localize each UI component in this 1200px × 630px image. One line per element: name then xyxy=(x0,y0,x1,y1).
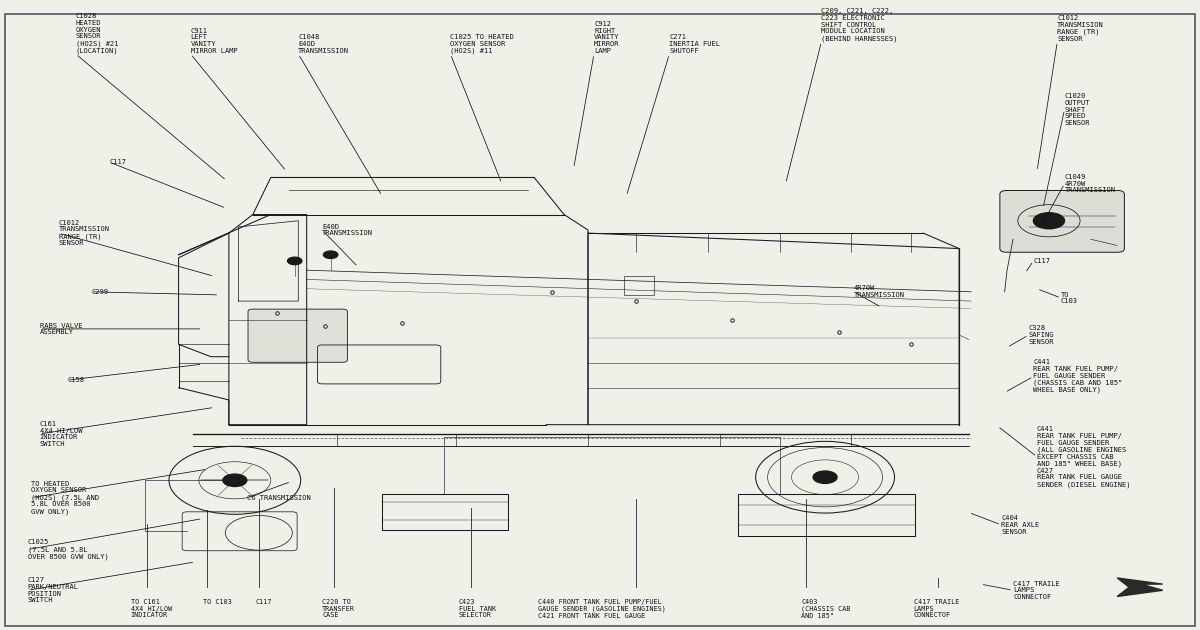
Text: C271
INERTIA FUEL
SHUTOFF: C271 INERTIA FUEL SHUTOFF xyxy=(670,35,720,54)
Bar xyxy=(738,494,914,536)
Circle shape xyxy=(223,474,247,486)
Text: C6 TRANSMISSION: C6 TRANSMISSION xyxy=(247,495,311,501)
FancyBboxPatch shape xyxy=(1000,190,1124,252)
Text: C1012
TRANSMISSION
RANGE (TR)
SENSOR: C1012 TRANSMISSION RANGE (TR) SENSOR xyxy=(59,220,110,246)
Text: C209, C221, C222,
C223 ELECTRONIC
SHIFT CONTROL
MODULE LOCATION
(BEHIND HARNESSE: C209, C221, C222, C223 ELECTRONIC SHIFT … xyxy=(822,8,898,42)
Text: C417 TRAILE
LAMPS
CONNECTOF: C417 TRAILE LAMPS CONNECTOF xyxy=(913,599,959,619)
Text: C441
REAR TANK FUEL PUMP/
FUEL GAUGE SENDER
(CHASSIS CAB AND 185"
WHEEL BASE ONL: C441 REAR TANK FUEL PUMP/ FUEL GAUGE SEN… xyxy=(1033,360,1123,394)
Bar xyxy=(624,277,654,295)
Text: TO C103: TO C103 xyxy=(203,599,232,605)
Text: C911
LEFT
VANITY
MIRROR LAMP: C911 LEFT VANITY MIRROR LAMP xyxy=(191,28,238,54)
Text: C423
FUEL TANK
SELECTOR: C423 FUEL TANK SELECTOR xyxy=(458,599,496,619)
Circle shape xyxy=(324,251,338,258)
Text: C220 TO
TRANSFER
CASE: C220 TO TRANSFER CASE xyxy=(323,599,355,619)
Text: C1020
OUTPUT
SHAFT
SPEED
SENSOR: C1020 OUTPUT SHAFT SPEED SENSOR xyxy=(1064,93,1090,126)
Text: TO C161
4X4 HI/LOW
INDICATOR: TO C161 4X4 HI/LOW INDICATOR xyxy=(131,599,172,619)
Text: C912
RIGHT
VANITY
MIRROR
LAMP: C912 RIGHT VANITY MIRROR LAMP xyxy=(594,21,619,54)
Text: C403
(CHASSIS CAB
AND 185": C403 (CHASSIS CAB AND 185" xyxy=(802,599,851,619)
Text: C440 FRONT TANK FUEL PUMP/FUEL
GAUGE SENDER (GASOLINE ENGINES)
C421 FRONT TANK F: C440 FRONT TANK FUEL PUMP/FUEL GAUGE SEN… xyxy=(538,599,666,619)
FancyBboxPatch shape xyxy=(248,309,347,362)
Text: C1049
4R70W
TRANSMISSION: C1049 4R70W TRANSMISSION xyxy=(1064,174,1116,193)
Text: C1025
(7.5L AND 5.8L
OVER 8500 GVW ONLY): C1025 (7.5L AND 5.8L OVER 8500 GVW ONLY) xyxy=(28,539,108,560)
Text: C1048
E4OD
TRANSMISSION: C1048 E4OD TRANSMISSION xyxy=(299,35,349,54)
Text: C328
SAFING
SENSOR: C328 SAFING SENSOR xyxy=(1028,325,1054,345)
Text: C158: C158 xyxy=(67,377,84,383)
Text: TO
C103: TO C103 xyxy=(1061,292,1078,304)
Text: C1025 TO HEATED
OXYGEN SENSOR
(HO2S) #11: C1025 TO HEATED OXYGEN SENSOR (HO2S) #11 xyxy=(450,34,514,54)
Text: C441
REAR TANK FUEL PUMP/
FUEL GAUGE SENDER
(ALL GASOLINE ENGINES
EXCEPT CHASSIS: C441 REAR TANK FUEL PUMP/ FUEL GAUGE SEN… xyxy=(1037,426,1130,488)
Text: C299: C299 xyxy=(91,289,108,295)
Text: TO HEATED
OXYGEN SENSOR
(HO2S) (7.5L AND
5.8L OVER 8500
GVW ONLY): TO HEATED OXYGEN SENSOR (HO2S) (7.5L AND… xyxy=(31,481,100,515)
Text: C117: C117 xyxy=(256,599,271,605)
Bar xyxy=(382,494,508,530)
Circle shape xyxy=(1033,213,1064,229)
Text: E40D
TRANSMISSION: E40D TRANSMISSION xyxy=(323,224,373,236)
Text: C1012
TRANSMISION
RANGE (TR)
SENSOR: C1012 TRANSMISION RANGE (TR) SENSOR xyxy=(1057,14,1104,42)
Text: 4R70W
TRANSMISSION: 4R70W TRANSMISSION xyxy=(854,285,905,298)
Text: RABS VALVE
ASSEMBLY: RABS VALVE ASSEMBLY xyxy=(40,323,82,335)
Text: C127
PARK/NEUTRAL
POSITION
SWITCH: C127 PARK/NEUTRAL POSITION SWITCH xyxy=(28,577,79,604)
Text: C1028
HEATED
OXYGEN
SENSOR
(HO2S) #21
(LOCATION): C1028 HEATED OXYGEN SENSOR (HO2S) #21 (L… xyxy=(76,13,118,54)
Circle shape xyxy=(288,257,302,265)
Polygon shape xyxy=(1117,578,1163,597)
Text: C404
REAR AXLE
SENSOR: C404 REAR AXLE SENSOR xyxy=(1001,515,1039,534)
Text: C117: C117 xyxy=(1033,258,1050,264)
Text: C417 TRAILE
LAMPS
CONNECTOF: C417 TRAILE LAMPS CONNECTOF xyxy=(1013,581,1060,600)
Text: C117: C117 xyxy=(109,159,126,165)
Text: C161
4X4 HI/LOW
INDICATOR
SWITCH: C161 4X4 HI/LOW INDICATOR SWITCH xyxy=(40,421,82,447)
Circle shape xyxy=(814,471,838,483)
